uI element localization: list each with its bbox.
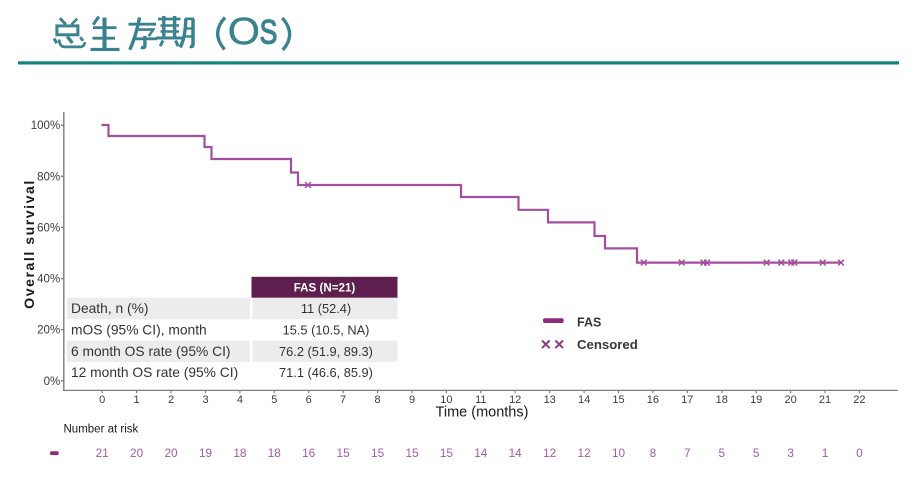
svg-text:12 month OS rate (95% CI): 12 month OS rate (95% CI) — [71, 365, 238, 380]
svg-text:21: 21 — [819, 394, 831, 406]
svg-text:20%: 20% — [37, 325, 60, 337]
svg-text:5: 5 — [753, 446, 760, 460]
svg-text:10: 10 — [612, 446, 626, 460]
svg-text:14: 14 — [509, 446, 523, 460]
svg-text:76.2 (51.9, 89.3): 76.2 (51.9, 89.3) — [279, 344, 373, 359]
svg-text:12: 12 — [543, 446, 556, 460]
svg-text:Time (months): Time (months) — [436, 405, 529, 421]
svg-text:15: 15 — [440, 446, 454, 460]
svg-text:14: 14 — [474, 446, 488, 460]
svg-text:19: 19 — [750, 394, 762, 406]
svg-text:18: 18 — [268, 446, 282, 460]
svg-text:15: 15 — [337, 446, 351, 460]
svg-text:20: 20 — [130, 446, 144, 460]
svg-text:40%: 40% — [37, 274, 60, 286]
svg-text:10: 10 — [440, 394, 452, 406]
svg-text:14: 14 — [578, 394, 590, 406]
svg-text:9: 9 — [409, 394, 415, 406]
svg-text:0%: 0% — [44, 376, 61, 388]
svg-text:8: 8 — [375, 394, 381, 406]
svg-text:16: 16 — [302, 446, 316, 460]
svg-text:7: 7 — [684, 446, 691, 460]
svg-text:mOS (95% CI), month: mOS (95% CI), month — [71, 322, 207, 337]
svg-text:21: 21 — [96, 446, 109, 460]
svg-text:8: 8 — [650, 446, 657, 460]
svg-text:12: 12 — [509, 394, 521, 406]
svg-text:60%: 60% — [37, 222, 60, 234]
svg-text:20: 20 — [164, 446, 178, 460]
svg-text:100%: 100% — [31, 120, 60, 132]
svg-text:7: 7 — [340, 394, 346, 406]
svg-text:6: 6 — [306, 394, 312, 406]
svg-text:71.1 (46.6, 85.9): 71.1 (46.6, 85.9) — [279, 365, 373, 380]
svg-text:Number at risk: Number at risk — [64, 424, 139, 436]
svg-text:22: 22 — [853, 394, 865, 406]
svg-text:6 month OS rate (95% CI): 6 month OS rate (95% CI) — [71, 344, 231, 359]
svg-text:3: 3 — [202, 394, 208, 406]
svg-text:15: 15 — [612, 394, 624, 406]
svg-text:5: 5 — [719, 446, 726, 460]
svg-text:11: 11 — [475, 394, 486, 406]
svg-text:19: 19 — [199, 446, 212, 460]
svg-text:S: S — [260, 12, 278, 51]
svg-text:0: 0 — [856, 446, 863, 460]
svg-text:17: 17 — [681, 394, 693, 406]
svg-text:1: 1 — [134, 394, 140, 406]
svg-text:16: 16 — [647, 394, 659, 406]
svg-text:FAS (N=21): FAS (N=21) — [294, 282, 356, 295]
svg-text:20: 20 — [784, 394, 796, 406]
svg-text:FAS: FAS — [577, 315, 601, 329]
svg-text:11 (52.4): 11 (52.4) — [301, 301, 351, 316]
svg-text:80%: 80% — [37, 171, 60, 183]
svg-text:Overall survival: Overall survival — [22, 179, 38, 309]
svg-text:15.5 (10.5, NA): 15.5 (10.5, NA) — [283, 322, 370, 337]
svg-text:O: O — [228, 11, 260, 53]
svg-text:15: 15 — [405, 446, 419, 460]
svg-text:Death, n (%): Death, n (%) — [71, 301, 148, 316]
svg-text:15: 15 — [371, 446, 385, 460]
svg-text:3: 3 — [787, 446, 794, 460]
svg-text:Censored: Censored — [577, 337, 638, 352]
svg-text:4: 4 — [237, 394, 243, 406]
svg-text:18: 18 — [716, 394, 728, 406]
svg-text:13: 13 — [544, 394, 556, 406]
svg-text:1: 1 — [822, 446, 829, 460]
svg-text:5: 5 — [271, 394, 277, 406]
svg-text:18: 18 — [233, 446, 247, 460]
svg-text:12: 12 — [578, 446, 591, 460]
svg-text:0: 0 — [99, 394, 105, 406]
svg-text:2: 2 — [168, 394, 174, 406]
